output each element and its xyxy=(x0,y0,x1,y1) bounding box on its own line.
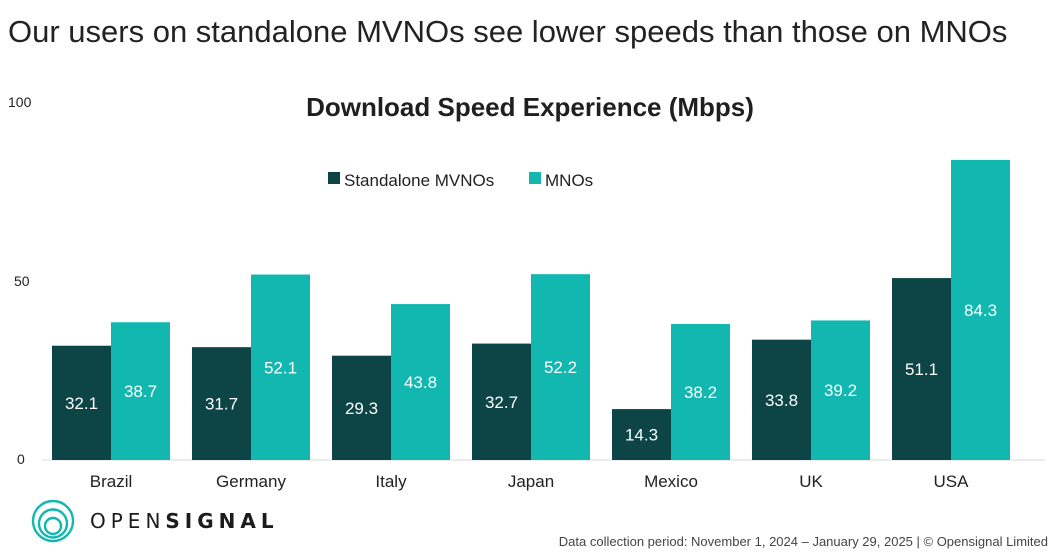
bar-chart: Download Speed Experience (Mbps) Standal… xyxy=(8,92,1045,491)
data-label: 29.3 xyxy=(345,399,378,418)
data-label: 32.7 xyxy=(485,393,518,412)
bar-mvno-japan xyxy=(472,343,531,460)
legend-swatch-mno xyxy=(529,172,541,184)
bar-mno-japan xyxy=(531,274,590,460)
x-tick-label: USA xyxy=(934,472,970,491)
slide-headline: Our users on standalone MVNOs see lower … xyxy=(8,14,1008,49)
bar-mvno-italy xyxy=(332,355,391,460)
bar-mno-mexico xyxy=(671,324,730,460)
bar-mno-brazil xyxy=(111,322,170,460)
opensignal-logo-icon xyxy=(31,499,75,543)
bar-mvno-germany xyxy=(192,347,251,460)
bars-group: 32.1 38.7 Brazil 31.7 52.1 Germany 29.3 43.8 Ita… xyxy=(52,159,1010,491)
data-label: 33.8 xyxy=(765,391,798,410)
legend-label-mno: MNOs xyxy=(545,171,593,190)
x-tick-label: Japan xyxy=(508,472,554,491)
bar-mno-italy xyxy=(391,304,450,460)
chart-title: Download Speed Experience (Mbps) xyxy=(306,92,754,122)
opensignal-logo: OPENSIGNAL xyxy=(30,498,279,544)
bar-mno-uk xyxy=(811,320,870,460)
data-label: 38.7 xyxy=(124,382,157,401)
data-collection-footnote: Data collection period: November 1, 2024… xyxy=(558,534,1048,549)
y-tick-label: 50 xyxy=(14,273,30,289)
y-tick-label: 0 xyxy=(17,451,25,467)
legend-swatch-mvno xyxy=(328,172,340,184)
bar-mno-usa xyxy=(951,159,1010,460)
x-tick-label: Germany xyxy=(216,472,286,491)
bar-mvno-brazil xyxy=(52,345,111,460)
legend-label-mvno: Standalone MVNOs xyxy=(344,171,494,190)
data-label: 52.2 xyxy=(544,358,577,377)
data-label: 52.1 xyxy=(264,358,297,377)
data-label: 43.8 xyxy=(404,373,437,392)
data-label: 84.3 xyxy=(964,301,997,320)
y-tick-label: 100 xyxy=(8,94,32,110)
data-label: 14.3 xyxy=(625,426,658,445)
data-label: 51.1 xyxy=(905,360,938,379)
data-label: 31.7 xyxy=(205,395,238,414)
data-label: 32.1 xyxy=(65,394,98,413)
bar-mvno-mexico xyxy=(612,409,671,460)
x-tick-label: UK xyxy=(799,472,823,491)
opensignal-wordmark: OPENSIGNAL xyxy=(90,509,279,533)
bar-mvno-uk xyxy=(752,339,811,460)
x-tick-label: Italy xyxy=(375,472,407,491)
x-tick-label: Mexico xyxy=(644,472,698,491)
bar-mno-germany xyxy=(251,274,310,460)
data-label: 39.2 xyxy=(824,381,857,400)
bar-mvno-usa xyxy=(892,278,951,460)
data-label: 38.2 xyxy=(684,383,717,402)
x-tick-label: Brazil xyxy=(90,472,133,491)
